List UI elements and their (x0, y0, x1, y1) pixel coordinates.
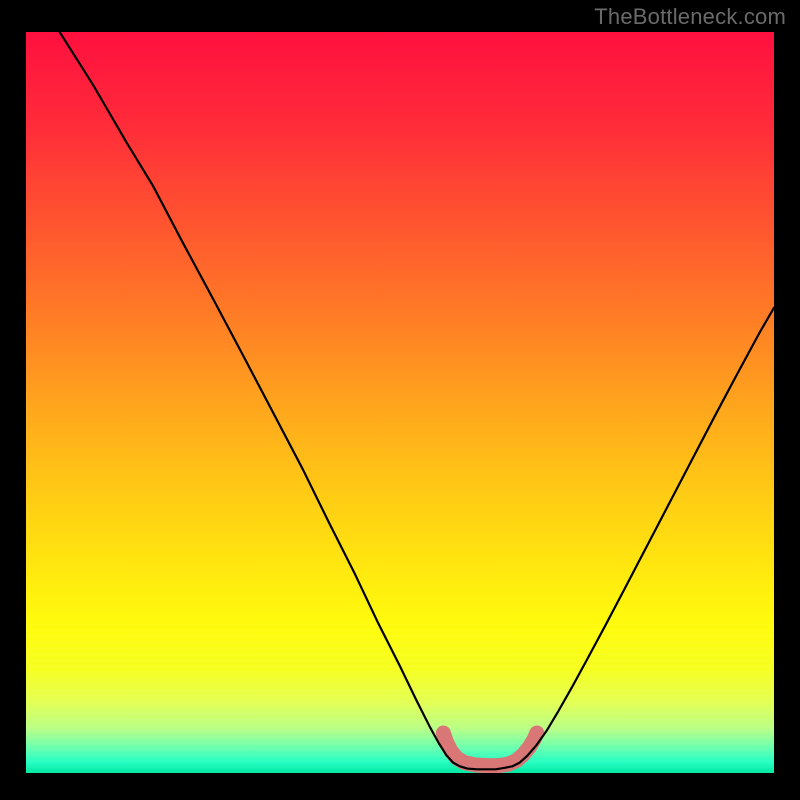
plot-area (26, 32, 774, 773)
bottleneck-chart-page: TheBottleneck.com (0, 0, 800, 800)
watermark-text: TheBottleneck.com (594, 4, 786, 30)
plot-svg (26, 32, 774, 773)
gradient-background (26, 32, 774, 773)
